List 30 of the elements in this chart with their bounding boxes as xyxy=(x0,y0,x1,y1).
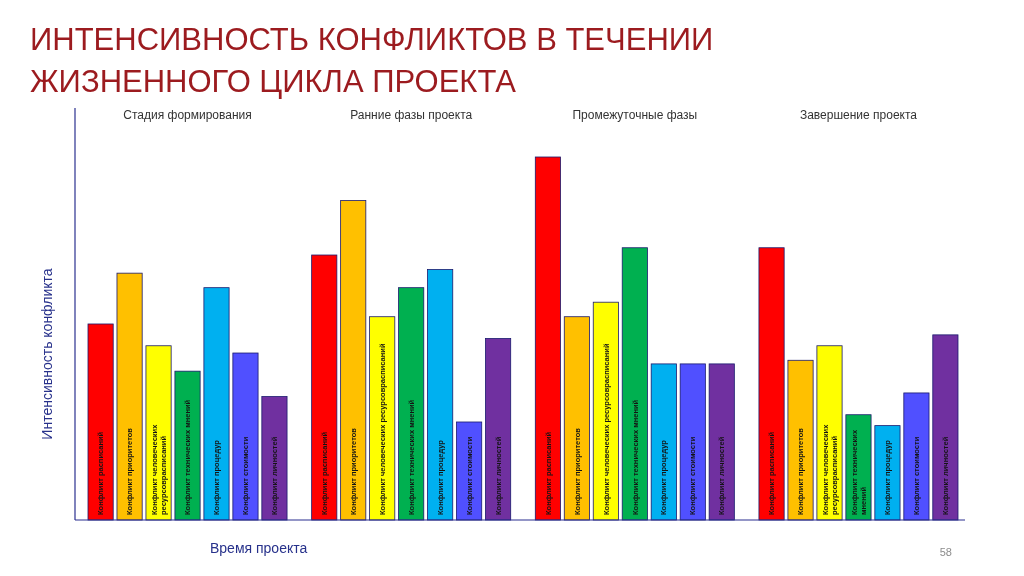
bar xyxy=(679,363,706,521)
bar xyxy=(534,156,561,521)
x-tick-label: Промежуточные фазы xyxy=(572,108,698,122)
x-tick-label: Завершение проекта xyxy=(799,108,918,122)
chart-title: ИНТЕНСИВНОСТЬ КОНФЛИКТОВ В ТЕЧЕНИИ ЖИЗНЕННОГО ЦИКЛА ПРОЕКТА xyxy=(30,22,714,99)
text: 58 xyxy=(939,546,952,558)
bar xyxy=(650,363,677,521)
bar xyxy=(427,269,454,521)
bar xyxy=(398,287,425,521)
bar xyxy=(621,247,648,521)
bar xyxy=(758,247,785,521)
bar xyxy=(485,338,512,521)
bar xyxy=(874,425,901,521)
x-tick-label: Стадия формирования xyxy=(123,108,252,122)
bar xyxy=(116,272,143,521)
bar xyxy=(203,287,230,521)
y-axis-title: Интенсивность конфликта xyxy=(39,268,55,440)
bar xyxy=(563,316,590,521)
bar xyxy=(932,334,959,521)
bar xyxy=(708,363,735,521)
x-axis-title: Время проекта xyxy=(210,540,308,556)
bar xyxy=(311,254,338,521)
bar xyxy=(174,370,201,521)
bar xyxy=(340,200,367,521)
bar xyxy=(261,396,288,521)
bar xyxy=(787,359,814,521)
bar xyxy=(903,392,930,521)
bar xyxy=(87,323,114,521)
x-tick-label: Ранние фазы проекта xyxy=(350,108,473,122)
bar xyxy=(232,352,259,521)
